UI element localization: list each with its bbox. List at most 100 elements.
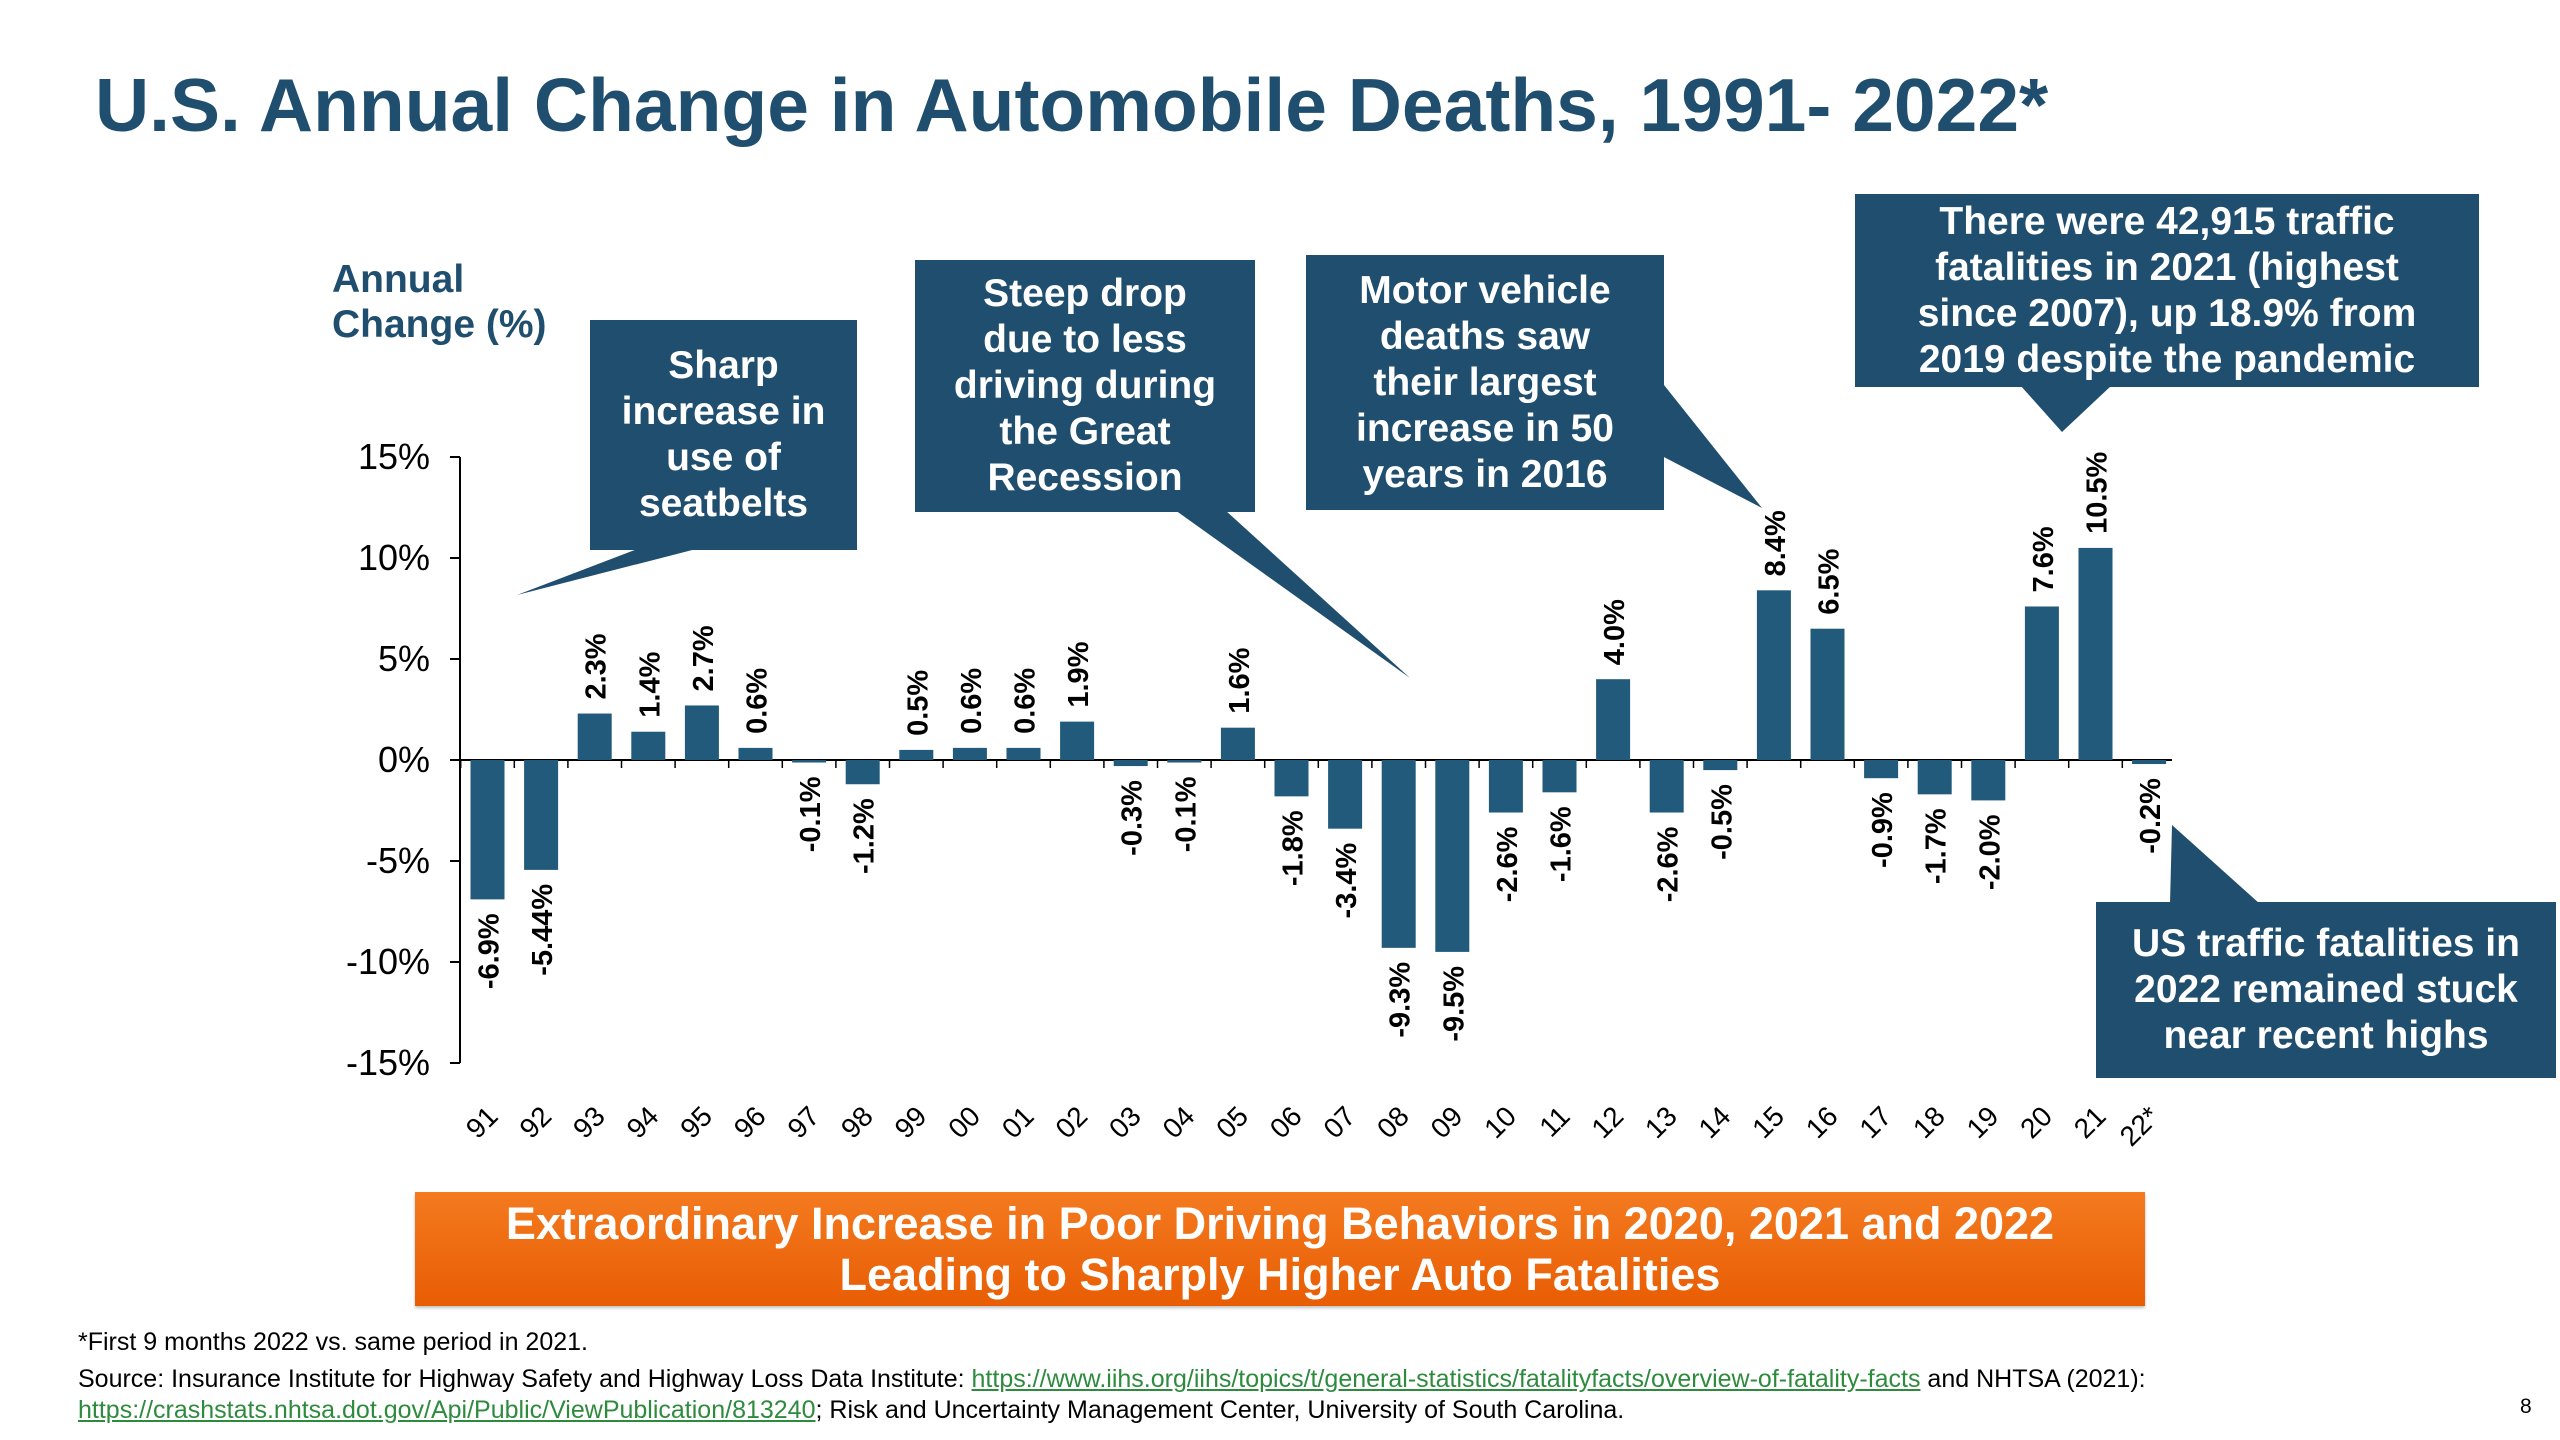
callout-line: increase in 50 xyxy=(1356,406,1614,450)
callout-pointer xyxy=(1660,380,1762,508)
data-label: 0.5% xyxy=(902,670,934,736)
data-label: -1.8% xyxy=(1278,810,1310,886)
x-tick-label: 97 xyxy=(781,1100,825,1144)
y-tick-label: -10% xyxy=(346,941,430,982)
callout-line: Steep drop xyxy=(983,272,1187,315)
data-label: -0.2% xyxy=(2135,778,2167,854)
data-label: -0.9% xyxy=(1867,792,1899,868)
callout-line: Recession xyxy=(987,456,1183,499)
data-label: -9.5% xyxy=(1438,966,1470,1042)
bar-chart: 15% 10% 5% 0% -5% -10% -15% -6.9% -5.44% 2.3% 1.4… xyxy=(332,194,2556,1152)
callout-pointer xyxy=(517,548,700,595)
callout-line: deaths saw xyxy=(1379,314,1591,358)
x-tick-label: 22* xyxy=(2114,1100,2166,1152)
x-tick-label: 09 xyxy=(1425,1100,1469,1144)
nhtsa-link[interactable]: https://crashstats.nhtsa.dot.gov/Api/Pub… xyxy=(78,1396,816,1424)
data-label: -0.1% xyxy=(795,776,827,852)
x-tick-label: 03 xyxy=(1103,1100,1147,1144)
callout-pointer xyxy=(1175,510,1410,678)
x-tick-label: 19 xyxy=(1961,1100,2005,1144)
callout-pointer xyxy=(2170,825,2260,904)
y-axis-label-line: Change (%) xyxy=(332,303,547,346)
callout-line: Sharp xyxy=(668,344,779,387)
bar xyxy=(1756,590,1791,760)
x-tick-label: 94 xyxy=(621,1100,665,1144)
callout-box xyxy=(915,260,1255,512)
y-tick-label: -15% xyxy=(346,1042,430,1083)
bar xyxy=(2132,760,2167,765)
callout-pointer xyxy=(2020,385,2112,432)
chart-x-tick-labels: 91 92 93 94 95 96 97 98 99 00 01 02 03 04 05 06 07 08 09 10… xyxy=(460,1100,2166,1152)
x-tick-label: 18 xyxy=(1907,1100,1951,1144)
chart-data-labels: -6.9% -5.44% 2.3% 1.4% 2.7% 0.6% -0.1% -1.2% 0.5… xyxy=(474,451,2168,1041)
x-tick-label: 98 xyxy=(835,1100,879,1144)
x-tick-label: 11 xyxy=(1533,1100,1575,1142)
data-label: -1.2% xyxy=(849,798,881,874)
bar xyxy=(470,760,505,900)
bar xyxy=(845,760,880,785)
data-label: 10.5% xyxy=(2082,451,2114,533)
x-tick-label: 02 xyxy=(1049,1100,1093,1144)
y-tick-label: 5% xyxy=(378,638,430,679)
bar xyxy=(1810,628,1845,760)
x-tick-label: 92 xyxy=(513,1100,557,1144)
data-label: -2.6% xyxy=(1492,826,1524,902)
footnote: *First 9 months 2022 vs. same period in … xyxy=(78,1328,588,1356)
bar xyxy=(1917,760,1952,795)
bar xyxy=(2024,606,2059,760)
callout-line: seatbelts xyxy=(638,482,809,525)
x-tick-label: 91 xyxy=(460,1100,504,1144)
x-tick-label: 13 xyxy=(1639,1100,1683,1144)
x-tick-label: 01 xyxy=(996,1100,1040,1144)
data-label: -9.3% xyxy=(1385,962,1417,1038)
callout-2022: US traffic fatalities in 2022 remained st… xyxy=(2096,921,2556,1059)
data-label: -6.9% xyxy=(474,913,506,989)
data-label: 6.5% xyxy=(1814,548,1846,614)
bar xyxy=(1596,679,1631,760)
callout-box xyxy=(590,320,857,550)
data-label: -0.5% xyxy=(1706,784,1738,860)
bar xyxy=(792,760,827,763)
x-tick-label: 10 xyxy=(1478,1100,1522,1144)
data-label: 1.9% xyxy=(1063,641,1095,707)
callout-line: the Great xyxy=(999,410,1171,453)
bar xyxy=(577,713,612,760)
bar xyxy=(1006,747,1041,760)
page-number: 8 xyxy=(2520,1395,2532,1418)
source-suffix: ; Risk and Uncertainty Management Center… xyxy=(815,1396,1625,1424)
callout-2021: There were 42,915 traffic fatalities in 2… xyxy=(1855,199,2479,383)
bar xyxy=(1113,760,1148,767)
x-tick-label: 06 xyxy=(1264,1100,1308,1144)
data-label: 2.3% xyxy=(581,633,613,699)
bar xyxy=(1488,760,1523,813)
callout-line: their largest xyxy=(1373,360,1597,404)
callout-line: Motor vehicle xyxy=(1359,268,1611,312)
iihs-link[interactable]: https://www.iihs.org/iihs/topics/t/gener… xyxy=(971,1365,1921,1393)
data-label: 2.7% xyxy=(688,625,720,691)
data-label: -2.6% xyxy=(1653,826,1685,902)
bar xyxy=(684,705,719,760)
bar xyxy=(1220,727,1255,760)
x-tick-label: 15 xyxy=(1746,1100,1790,1144)
callout-seatbelts: Sharp increase in use of seatbelts xyxy=(590,343,857,527)
bar xyxy=(1060,721,1095,760)
x-tick-label: 08 xyxy=(1371,1100,1415,1144)
data-label: 0.6% xyxy=(1010,668,1042,734)
bar xyxy=(1167,760,1202,763)
x-tick-label: 20 xyxy=(2014,1100,2058,1144)
callout-line: fatalities in 2021 (highest xyxy=(1935,245,2399,289)
x-tick-label: 12 xyxy=(1585,1100,1629,1144)
y-tick-label: 0% xyxy=(378,739,430,780)
data-label: -1.7% xyxy=(1921,808,1953,884)
source-citation: Source: Insurance Institute for Highway … xyxy=(78,1364,2438,1426)
data-label: -0.3% xyxy=(1117,780,1149,856)
bar xyxy=(1274,760,1309,797)
x-tick-label: 96 xyxy=(728,1100,772,1144)
data-label: -5.44% xyxy=(527,884,559,976)
data-label: 4.0% xyxy=(1599,599,1631,665)
x-tick-label: 93 xyxy=(567,1100,611,1144)
data-label: -3.4% xyxy=(1331,842,1363,918)
callout-recession: Steep drop due to less driving during the G… xyxy=(915,271,1255,501)
data-label: 0.6% xyxy=(742,668,774,734)
